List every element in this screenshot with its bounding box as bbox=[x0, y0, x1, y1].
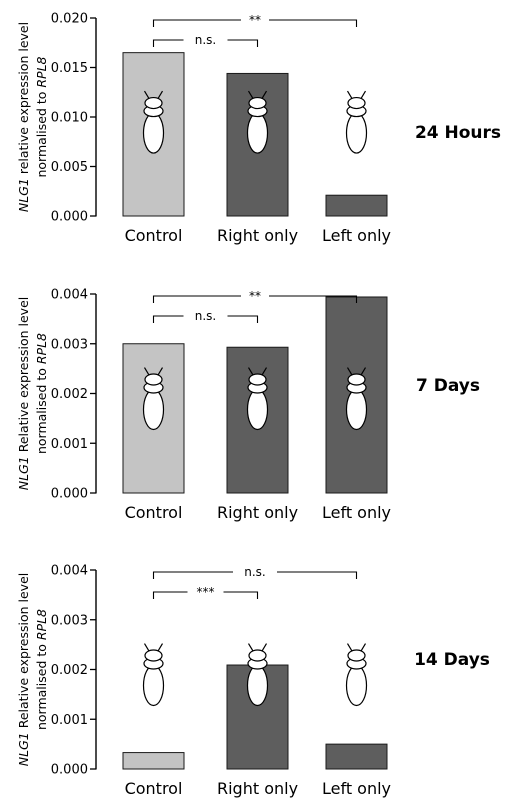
significance-label: *** bbox=[197, 585, 215, 599]
x-category-label: Left only bbox=[322, 503, 391, 522]
termite-icon bbox=[142, 90, 165, 154]
chart-panel-1: 0.000 0.005 0.010 0.015 0.020 Control Right on… bbox=[16, 12, 501, 246]
y-tick-label: 0.000 bbox=[51, 763, 88, 778]
y-tick-label: 0.001 bbox=[51, 713, 88, 728]
y-tick-label: 0.004 bbox=[51, 564, 88, 579]
significance-label: ** bbox=[249, 289, 261, 303]
bar-control bbox=[122, 752, 185, 770]
y-tick-label: 0.000 bbox=[51, 487, 88, 502]
y-tick-label: 0.003 bbox=[51, 337, 88, 352]
y-tick-label: 0.001 bbox=[51, 437, 88, 452]
chart-panel-2: 0.000 0.001 0.002 0.003 0.004 Control Right on… bbox=[16, 288, 480, 523]
bar-left-only bbox=[325, 194, 388, 217]
panel-title: 14 Days bbox=[414, 650, 490, 670]
significance-bracket: ** bbox=[152, 13, 358, 27]
termite-icon bbox=[246, 367, 269, 431]
y-tick-label: 0.002 bbox=[51, 387, 88, 402]
significance-label: n.s. bbox=[195, 33, 217, 47]
x-category-label: Control bbox=[125, 779, 183, 798]
x-category-label: Right only bbox=[217, 226, 298, 245]
y-axis-label-line1: NLG1 Relative expression level bbox=[16, 573, 31, 766]
x-category-label: Left only bbox=[322, 226, 391, 245]
y-axis-label-line2: normalised to RPL8 bbox=[34, 56, 49, 177]
termite-icon bbox=[345, 367, 368, 431]
significance-bracket: n.s. bbox=[152, 33, 259, 47]
y-axis-label-line2: normalised to RPL8 bbox=[34, 609, 49, 730]
bar-right-only bbox=[226, 346, 289, 494]
x-category-label: Left only bbox=[322, 779, 391, 798]
y-tick-label: 0.000 bbox=[51, 210, 88, 225]
bar-control bbox=[122, 52, 185, 217]
bar-left-only bbox=[325, 743, 388, 770]
significance-label: n.s. bbox=[244, 565, 266, 579]
termite-icon bbox=[345, 90, 368, 154]
panel-title: 24 Hours bbox=[415, 123, 501, 143]
termite-icon bbox=[246, 643, 269, 707]
significance-bracket: n.s. bbox=[152, 565, 358, 579]
significance-bracket: n.s. bbox=[152, 309, 259, 323]
chart-panel-3: 0.000 0.001 0.002 0.003 0.004 Control Right on… bbox=[16, 564, 490, 799]
x-category-label: Right only bbox=[217, 779, 298, 798]
y-tick-label: 0.003 bbox=[51, 613, 88, 628]
y-tick-label: 0.010 bbox=[51, 111, 88, 126]
x-category-label: Control bbox=[125, 503, 183, 522]
x-category-label: Right only bbox=[217, 503, 298, 522]
termite-icon bbox=[142, 643, 165, 707]
termite-icon bbox=[246, 90, 269, 154]
significance-bracket: ** bbox=[152, 289, 358, 303]
y-tick-label: 0.005 bbox=[51, 160, 88, 175]
y-axis-label-line1: NLG1 relative expression level bbox=[16, 22, 31, 212]
x-category-label: Control bbox=[125, 226, 183, 245]
significance-label: n.s. bbox=[195, 309, 217, 323]
significance-label: ** bbox=[249, 13, 261, 27]
y-tick-label: 0.015 bbox=[51, 61, 88, 76]
y-tick-label: 0.020 bbox=[51, 12, 88, 27]
termite-icon bbox=[142, 367, 165, 431]
y-axis-label-line2: normalised to RPL8 bbox=[34, 333, 49, 454]
significance-bracket: *** bbox=[152, 585, 259, 599]
y-tick-label: 0.002 bbox=[51, 663, 88, 678]
panel-title: 7 Days bbox=[416, 376, 480, 396]
termite-icon bbox=[345, 643, 368, 707]
y-tick-label: 0.004 bbox=[51, 288, 88, 303]
y-axis-label-line1: NLG1 Relative expression level bbox=[16, 297, 31, 490]
